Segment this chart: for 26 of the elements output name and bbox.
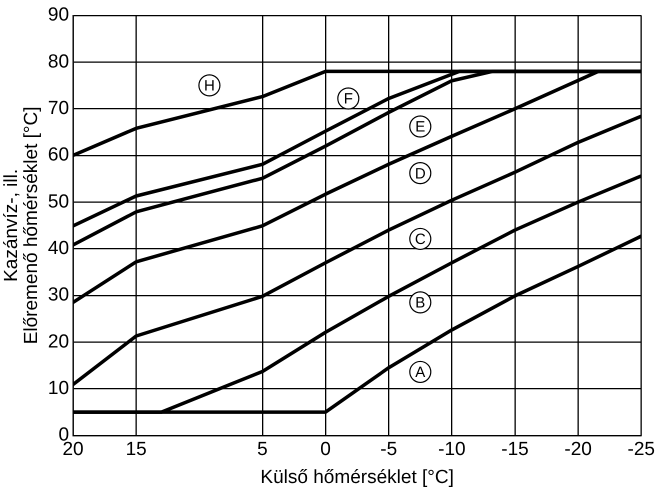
x-tick-label: -10 [438,439,466,460]
y-axis-title: Kazánvíz-, ill. Előremenő hőmérséklet [°C] [1,106,42,344]
x-tick-label: 15 [126,439,147,460]
annotation: A [415,364,426,382]
y-tick-label: 40 [48,238,70,259]
x-tick-label: -20 [564,439,592,460]
x-tick-label: 5 [257,439,268,460]
x-tick-label: -5 [380,439,398,460]
y-tick-label: 90 [48,4,70,26]
annotation: D [414,165,426,182]
y-tick-label: 80 [48,51,70,72]
annotation: E [415,118,426,136]
y-tick-label: 30 [48,284,70,306]
y-tick-label: 50 [48,191,70,212]
x-tick-label: -15 [501,439,529,460]
y-tick-label: 10 [48,378,70,399]
annotation: B [415,294,426,312]
annotation: F [344,90,353,108]
x-tick-label: -25 [628,439,656,460]
x-tick-label: 0 [320,439,331,460]
annotation: C [414,231,426,248]
y-tick-label: 60 [48,144,70,166]
x-axis-title: Külső hőmérséklet [°C] [260,466,454,488]
y-tick-label: 20 [48,331,70,352]
y-tick-label: 70 [48,98,70,119]
annotation: H [204,78,215,95]
